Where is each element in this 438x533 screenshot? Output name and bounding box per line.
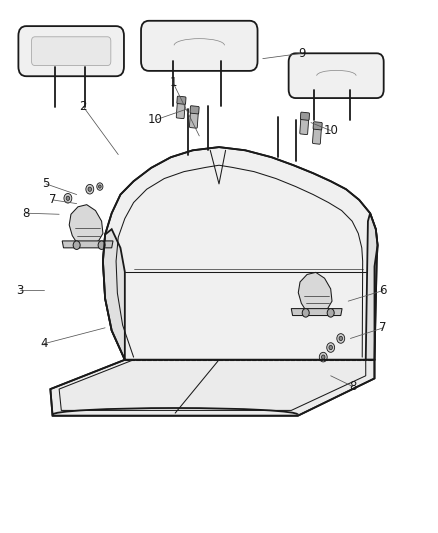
Circle shape	[97, 183, 103, 190]
Text: 1: 1	[169, 76, 177, 89]
Text: 4: 4	[40, 337, 48, 350]
Polygon shape	[103, 229, 125, 360]
Circle shape	[327, 309, 334, 317]
Circle shape	[302, 309, 309, 317]
Circle shape	[339, 336, 343, 341]
FancyBboxPatch shape	[313, 122, 322, 130]
Text: 3: 3	[16, 284, 23, 297]
Polygon shape	[62, 241, 113, 248]
Polygon shape	[50, 360, 374, 416]
Text: 10: 10	[148, 114, 163, 126]
FancyBboxPatch shape	[312, 126, 321, 144]
FancyBboxPatch shape	[141, 21, 258, 71]
Text: 5: 5	[42, 177, 49, 190]
Circle shape	[98, 241, 105, 249]
Polygon shape	[366, 213, 378, 360]
Text: 7: 7	[49, 193, 57, 206]
Text: 10: 10	[323, 124, 338, 137]
Polygon shape	[291, 309, 342, 316]
Circle shape	[73, 241, 80, 249]
Circle shape	[327, 343, 335, 352]
Text: 6: 6	[379, 284, 387, 297]
Polygon shape	[103, 147, 378, 360]
Circle shape	[319, 352, 327, 362]
Circle shape	[86, 184, 94, 194]
FancyBboxPatch shape	[289, 53, 384, 98]
FancyBboxPatch shape	[189, 110, 198, 128]
Circle shape	[321, 355, 325, 359]
FancyBboxPatch shape	[176, 101, 185, 119]
FancyBboxPatch shape	[18, 26, 124, 76]
Text: 8: 8	[349, 380, 356, 393]
Circle shape	[329, 345, 332, 350]
Circle shape	[337, 334, 345, 343]
Circle shape	[66, 196, 70, 200]
Text: 7: 7	[379, 321, 387, 334]
Text: 9: 9	[298, 47, 306, 60]
FancyBboxPatch shape	[32, 37, 111, 66]
FancyBboxPatch shape	[177, 96, 186, 104]
Polygon shape	[298, 272, 332, 312]
Text: 8: 8	[23, 207, 30, 220]
Circle shape	[99, 185, 101, 188]
Circle shape	[64, 193, 72, 203]
Polygon shape	[69, 205, 103, 244]
FancyBboxPatch shape	[190, 106, 199, 114]
FancyBboxPatch shape	[300, 117, 309, 135]
FancyBboxPatch shape	[300, 112, 310, 120]
Circle shape	[88, 187, 92, 191]
Text: 2: 2	[79, 100, 87, 113]
